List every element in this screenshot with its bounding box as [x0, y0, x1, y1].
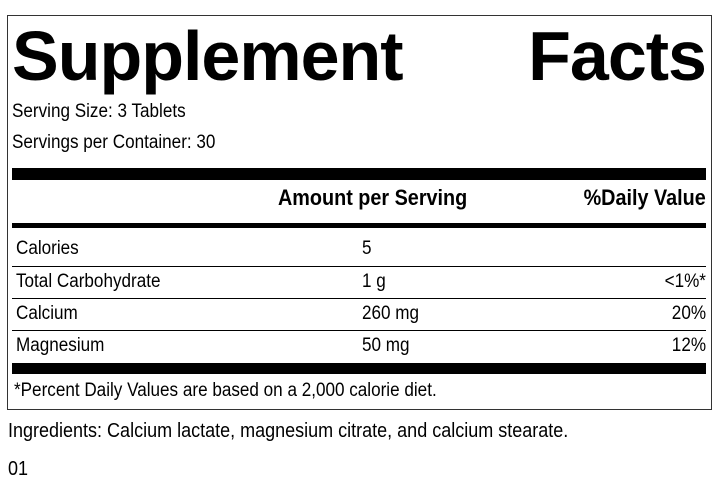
- servings-per-container: Servings per Container: 30: [12, 132, 216, 153]
- row-divider: [12, 298, 706, 299]
- nutrient-row: Calcium 260 mg 20%: [12, 299, 706, 329]
- header-amount-per-serving: Amount per Serving: [278, 185, 468, 210]
- nutrient-row: Total Carbohydrate 1 g <1%*: [12, 267, 706, 297]
- supplement-facts-panel: [7, 15, 712, 410]
- nutrient-name: Total Carbohydrate: [16, 271, 161, 292]
- divider-thick: [12, 168, 706, 180]
- nutrient-name: Calories: [16, 238, 79, 259]
- nutrient-amount: 5: [362, 238, 372, 259]
- title-word-facts: Facts: [528, 17, 707, 95]
- nutrient-dv: <1%*: [664, 271, 706, 292]
- panel-title: Supplement Facts: [12, 14, 707, 98]
- nutrient-name: Calcium: [16, 303, 78, 324]
- nutrient-dv: 20%: [671, 303, 706, 324]
- row-divider: [12, 266, 706, 267]
- nutrient-amount: 50 mg: [362, 335, 410, 356]
- footnote: *Percent Daily Values are based on a 2,0…: [14, 380, 437, 401]
- divider-medium: [12, 223, 706, 228]
- product-code: 01: [8, 458, 29, 480]
- nutrient-dv: 12%: [671, 335, 706, 356]
- title-word-supplement: Supplement: [12, 17, 404, 95]
- ingredients: Ingredients: Calcium lactate, magnesium …: [8, 420, 569, 442]
- row-divider: [12, 330, 706, 331]
- nutrient-row: Magnesium 50 mg 12%: [12, 331, 706, 361]
- nutrient-row: Calories 5: [12, 234, 706, 264]
- divider-thick: [12, 363, 706, 374]
- header-daily-value: %Daily Value: [583, 185, 706, 210]
- nutrient-amount: 1 g: [362, 271, 386, 292]
- nutrient-name: Magnesium: [16, 335, 105, 356]
- nutrient-amount: 260 mg: [362, 303, 420, 324]
- serving-size: Serving Size: 3 Tablets: [12, 101, 186, 122]
